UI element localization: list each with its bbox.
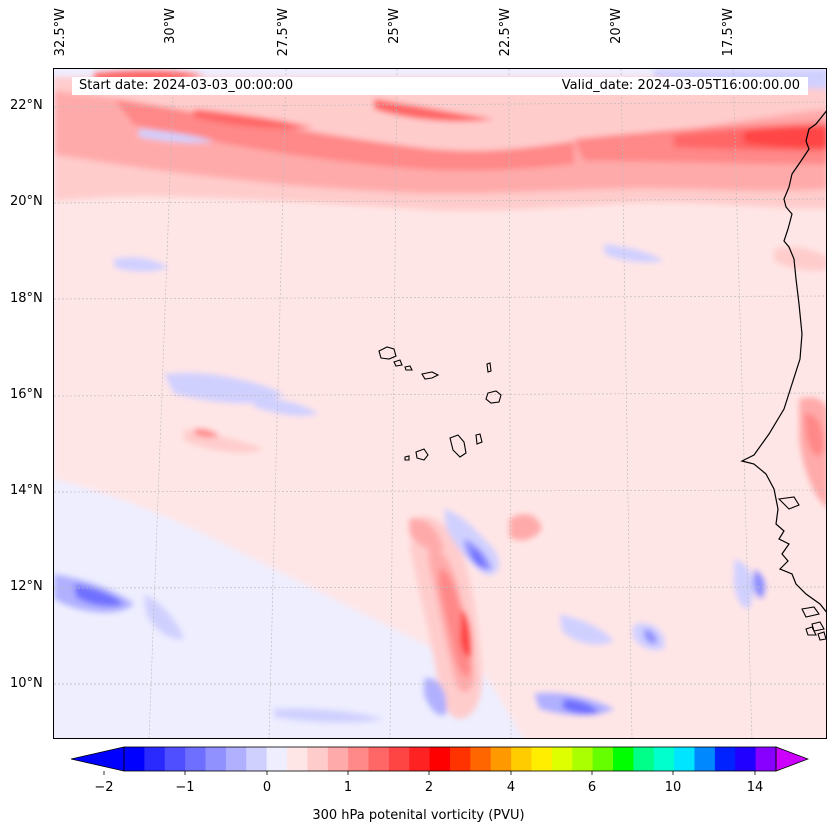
island-brava bbox=[404, 455, 410, 461]
colorbar-under-arrow bbox=[71, 746, 125, 772]
bissagos-islands bbox=[777, 496, 826, 641]
colorbar-tick-label: −2 bbox=[94, 780, 114, 795]
colorbar-outline bbox=[123, 746, 777, 772]
colorbar-tick-label: 1 bbox=[343, 780, 353, 795]
lat-label-12n: 12°N bbox=[10, 579, 43, 594]
colorbar-segment bbox=[613, 747, 634, 771]
graticule bbox=[54, 69, 826, 738]
colorbar-label: 300 hPa potenital vorticity (PVU) bbox=[312, 808, 525, 823]
island-fogo bbox=[415, 448, 429, 461]
colorbar-segment bbox=[470, 747, 492, 771]
colorbar-tick-label: 2 bbox=[424, 780, 434, 795]
cape-verde-islands bbox=[378, 346, 502, 461]
colorbar-segment bbox=[714, 747, 736, 771]
colorbar-segment bbox=[185, 747, 207, 771]
island-santiago bbox=[449, 434, 467, 458]
lon-label-32-5w: 32.5°W bbox=[53, 8, 68, 57]
colorbar-segment bbox=[266, 747, 288, 771]
island-maio bbox=[475, 433, 483, 445]
info-bar bbox=[72, 77, 808, 95]
colorbar-segment bbox=[755, 747, 777, 771]
lon-label-22-5w: 22.5°W bbox=[498, 8, 513, 57]
colorbar-segment bbox=[124, 747, 145, 771]
colorbar-tick-label: 0 bbox=[262, 780, 272, 795]
lat-label-20n: 20°N bbox=[10, 194, 43, 209]
lon-label-20w: 20°W bbox=[609, 8, 624, 44]
lon-label-27-5w: 27.5°W bbox=[276, 8, 291, 57]
colorbar-tick-label: −1 bbox=[175, 780, 195, 795]
colorbar-tick-label: 6 bbox=[587, 780, 597, 795]
lon-label-30w: 30°W bbox=[163, 8, 178, 44]
colorbar-segments bbox=[71, 746, 809, 772]
colorbar-tick-label: 4 bbox=[506, 780, 516, 795]
colorbar-segment bbox=[287, 747, 308, 771]
colorbar-segment bbox=[307, 747, 329, 771]
island-sao-nicolau bbox=[421, 371, 440, 380]
african-coastline bbox=[740, 110, 826, 613]
colorbar-segment bbox=[653, 747, 675, 771]
colorbar-segment bbox=[368, 747, 390, 771]
colorbar-segment bbox=[592, 747, 614, 771]
colorbar-segment bbox=[490, 747, 512, 771]
colorbar-segment bbox=[225, 747, 247, 771]
colorbar-ticks bbox=[103, 771, 756, 775]
colorbar-segment bbox=[327, 747, 349, 771]
pv-contour-map bbox=[54, 69, 826, 738]
valid-date-label: Valid_date: 2024-03-05T16:00:00.00 bbox=[561, 78, 800, 93]
start-date-label: Start date: 2024-03-03_00:00:00 bbox=[79, 78, 294, 93]
lon-label-25w: 25°W bbox=[387, 8, 402, 44]
colorbar-segment bbox=[429, 747, 451, 771]
island-santo-antao bbox=[378, 346, 397, 360]
colorbar-segment bbox=[572, 747, 594, 771]
island-sao-vicente bbox=[393, 359, 403, 367]
colorbar-tick-label: 14 bbox=[746, 780, 764, 795]
colorbar-segment bbox=[144, 747, 166, 771]
colorbar-segment bbox=[674, 747, 696, 771]
map-frame[interactable] bbox=[53, 68, 827, 739]
lat-label-22n: 22°N bbox=[10, 98, 43, 113]
colorbar-segment bbox=[348, 747, 370, 771]
lon-label-17-5w: 17.5°W bbox=[721, 8, 736, 57]
lat-label-14n: 14°N bbox=[10, 483, 43, 498]
colorbar-segment bbox=[511, 747, 533, 771]
colorbar-segment bbox=[409, 747, 431, 771]
colorbar-segment bbox=[633, 747, 655, 771]
colorbar-segment bbox=[694, 747, 716, 771]
colorbar-segment bbox=[388, 747, 410, 771]
colorbar-segment bbox=[205, 747, 227, 771]
lat-label-10n: 10°N bbox=[10, 676, 43, 691]
pv-shading bbox=[54, 69, 826, 738]
island-boa-vista bbox=[485, 390, 502, 404]
colorbar-segment bbox=[246, 747, 268, 771]
colorbar-segment bbox=[531, 747, 553, 771]
lat-label-16n: 16°N bbox=[10, 387, 43, 402]
lat-label-18n: 18°N bbox=[10, 291, 43, 306]
colorbar-over-arrow bbox=[775, 746, 809, 772]
colorbar bbox=[71, 746, 809, 775]
colorbar-segment bbox=[164, 747, 186, 771]
colorbar-tick-label: 10 bbox=[664, 780, 682, 795]
colorbar-segment bbox=[551, 747, 573, 771]
colorbar-segment bbox=[450, 747, 471, 771]
colorbar-segment bbox=[735, 747, 757, 771]
island-sal bbox=[486, 362, 492, 373]
island-santa-luzia bbox=[404, 365, 413, 371]
